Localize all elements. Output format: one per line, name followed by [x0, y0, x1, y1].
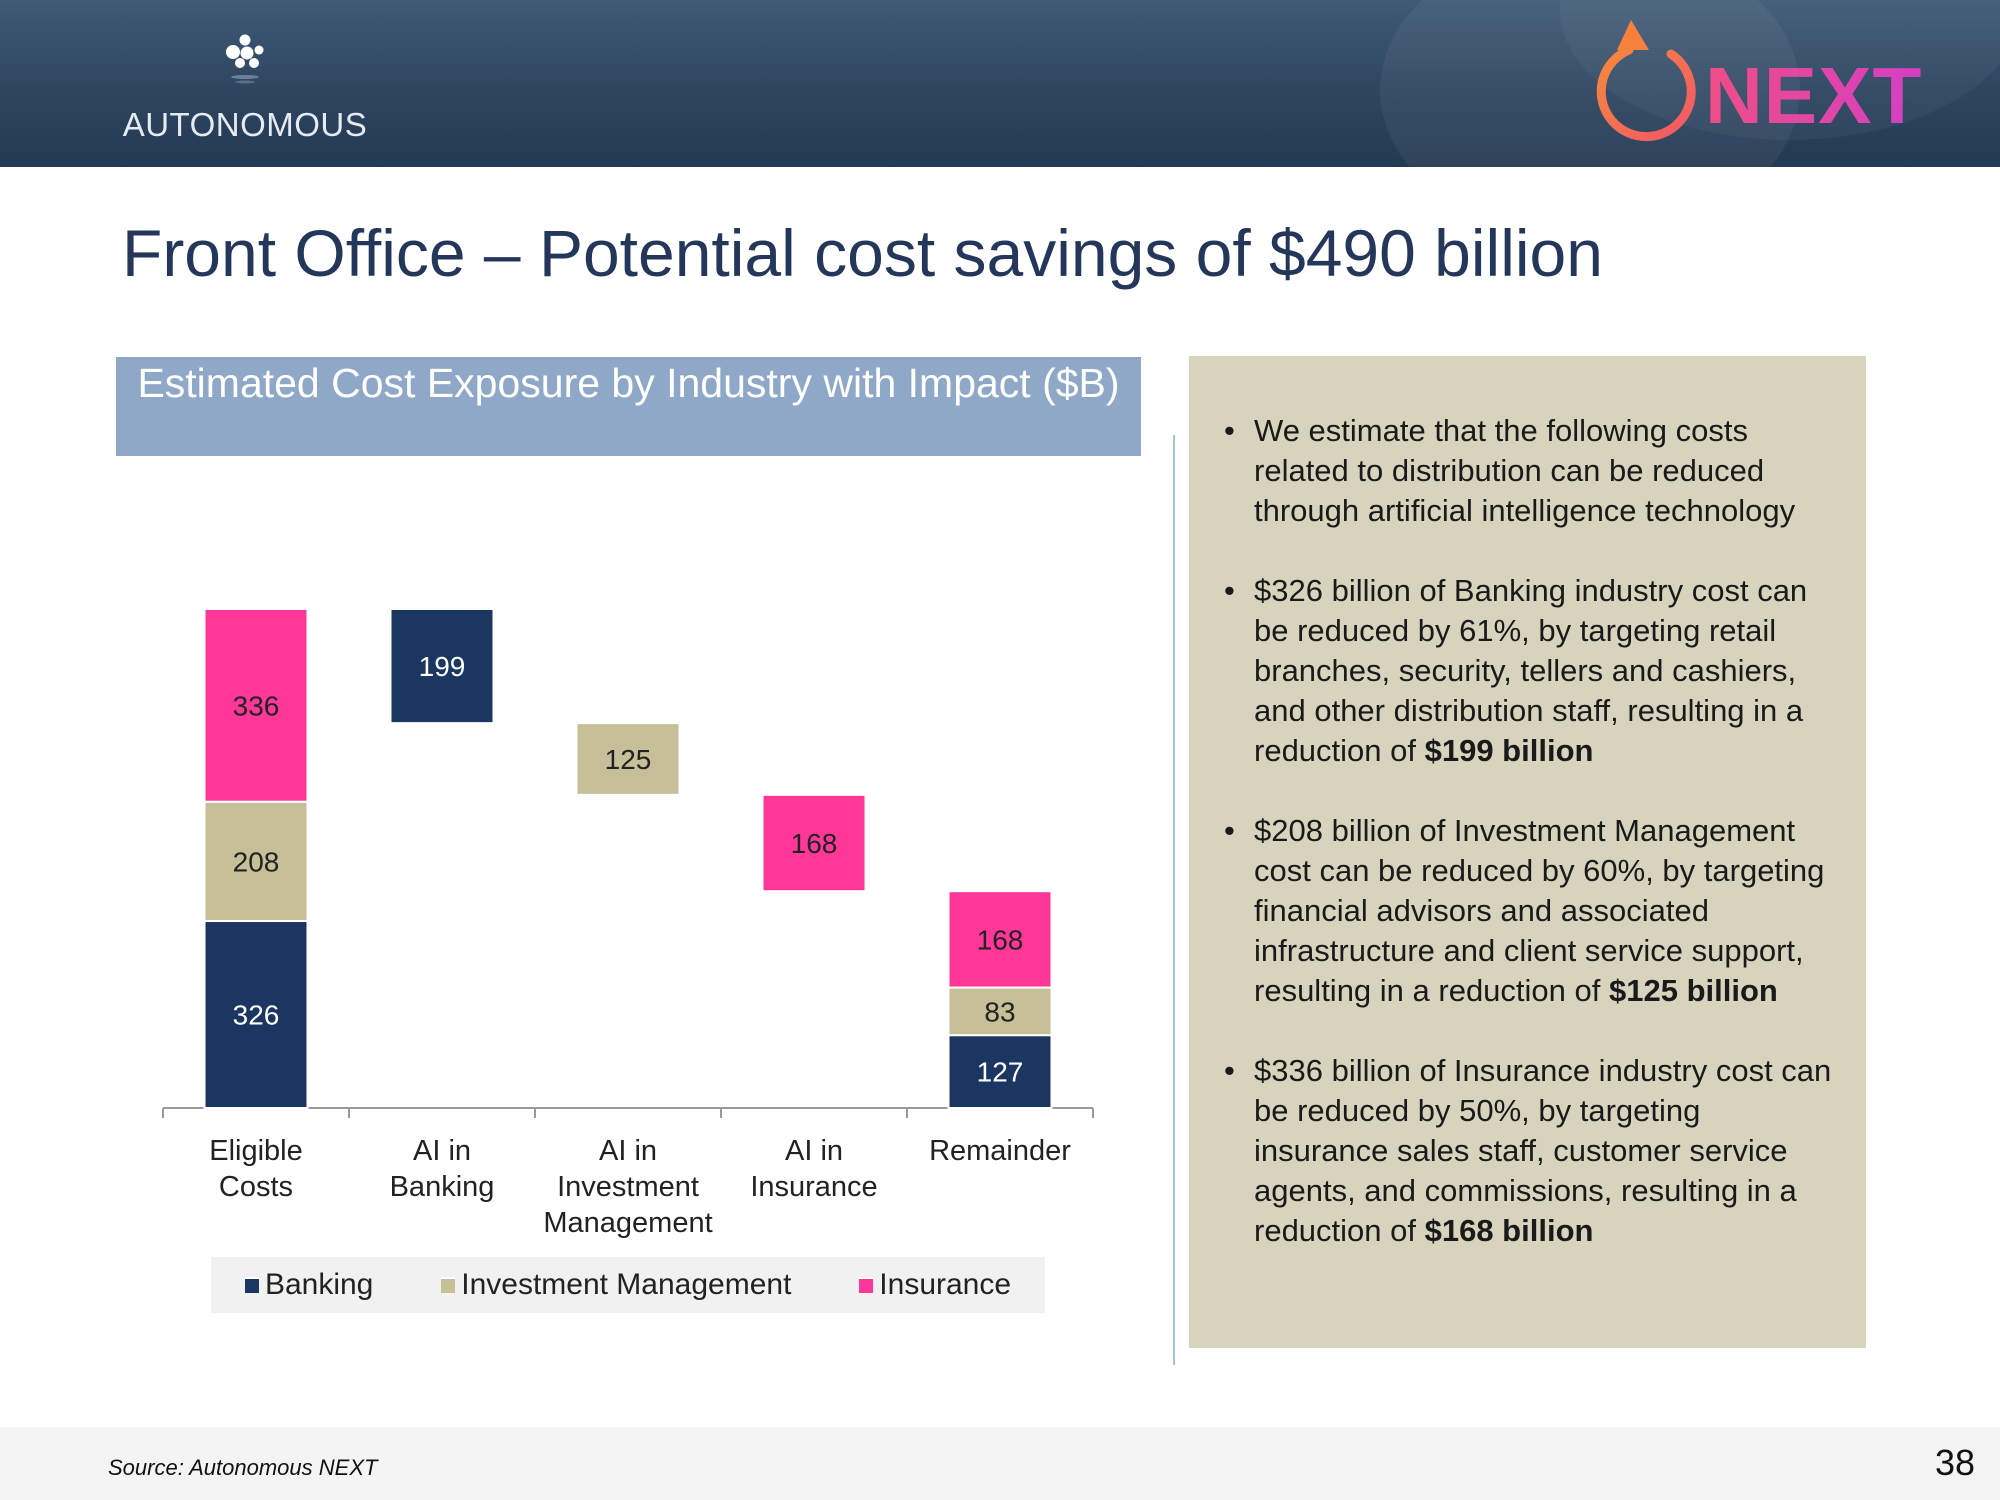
next-logo: NEXT — [1575, 10, 1921, 150]
category-label: Banking — [390, 1171, 495, 1203]
page-number: 38 — [1935, 1442, 1976, 1483]
legend-item-insurance: Insurance — [859, 1268, 1011, 1302]
data-label-insurance: 168 — [977, 924, 1024, 955]
autonomous-dots-icon — [226, 34, 264, 84]
data-label-insurance: 168 — [791, 828, 838, 859]
category-label: Management — [543, 1207, 712, 1239]
legend-swatch-insurance — [859, 1277, 874, 1293]
bar-insurance — [761, 793, 867, 893]
chart-legend: Banking Investment Management Insurance — [211, 1257, 1045, 1313]
category-label: Costs — [219, 1171, 293, 1203]
bullet-3: $208 billion of Investment Management co… — [1209, 811, 1836, 1011]
legend-swatch-investment-management — [441, 1277, 456, 1293]
bullet-4: $336 billion of Insurance industry cost … — [1209, 1051, 1836, 1251]
data-label-banking: 127 — [977, 1057, 1024, 1088]
autonomous-logo-text: AUTONOMOUS — [122, 106, 368, 143]
category-label: Insurance — [750, 1171, 877, 1203]
bullet-1: We estimate that the following costs rel… — [1209, 411, 1836, 531]
category-label: AI in — [599, 1135, 657, 1167]
data-label-investment-management: 125 — [605, 744, 652, 775]
bullet-text: $336 billion of Insurance industry cost … — [1254, 1053, 1832, 1248]
autonomous-logo: AUTONOMOUS — [120, 32, 370, 147]
category-label: Remainder — [929, 1135, 1071, 1167]
data-label-investment-management: 83 — [984, 996, 1015, 1027]
legend-swatch-banking — [244, 1277, 259, 1293]
footer-bar — [0, 1427, 2000, 1500]
category-label: AI in — [413, 1135, 471, 1167]
waterfall-chart: 326 208 336 199 125 168 127 83 168 Eligible Costs A… — [162, 608, 1094, 1239]
bar-banking — [389, 608, 495, 725]
data-label-banking: 199 — [419, 651, 466, 682]
bullet-text: We estimate that the following costs rel… — [1254, 413, 1796, 528]
next-logo-text: NEXT — [1705, 51, 1923, 140]
legend-label-banking: Banking — [264, 1268, 374, 1301]
bar-investment-management — [203, 800, 309, 923]
source-note: Source: Autonomous NEXT — [108, 1455, 378, 1480]
data-label-investment-management: 208 — [233, 846, 280, 877]
data-label-banking: 326 — [233, 1000, 280, 1031]
legend-item-banking: Banking — [244, 1268, 374, 1302]
bar-banking — [947, 1034, 1053, 1109]
bullet-2: $326 billion of Banking industry cost ca… — [1209, 571, 1836, 771]
category-label: AI in — [785, 1135, 843, 1167]
bar-banking — [203, 920, 309, 1109]
legend-label-insurance: Insurance — [879, 1268, 1012, 1301]
vertical-divider — [1173, 435, 1175, 1365]
header-banner: AUTONOMOUS NEXT — [0, 0, 2000, 167]
legend-item-investment-management: Investment Management — [441, 1268, 791, 1302]
chart-title: Estimated Cost Exposure by Industry with… — [116, 357, 1141, 456]
bar-investment-management — [575, 722, 681, 796]
bullet-highlight: $168 billion — [1424, 1213, 1594, 1248]
commentary-panel: We estimate that the following costs rel… — [1189, 356, 1866, 1348]
bullet-highlight: $125 billion — [1609, 973, 1778, 1008]
bullet-highlight: $199 billion — [1424, 733, 1594, 768]
bullet-text: $208 billion of Investment Management co… — [1254, 813, 1825, 1008]
bar-insurance — [947, 890, 1053, 989]
circular-arrow-icon — [1596, 20, 1696, 142]
category-label: Eligible — [209, 1135, 303, 1167]
bar-investment-management — [947, 986, 1053, 1037]
bar-insurance — [203, 608, 309, 803]
legend-label-investment-management: Investment Management — [461, 1268, 792, 1301]
bullet-text: $326 billion of Banking industry cost ca… — [1254, 573, 1808, 768]
page-title: Front Office – Potential cost savings of… — [122, 216, 1603, 290]
category-label: Investment — [557, 1171, 699, 1203]
data-label-insurance: 336 — [233, 690, 280, 721]
